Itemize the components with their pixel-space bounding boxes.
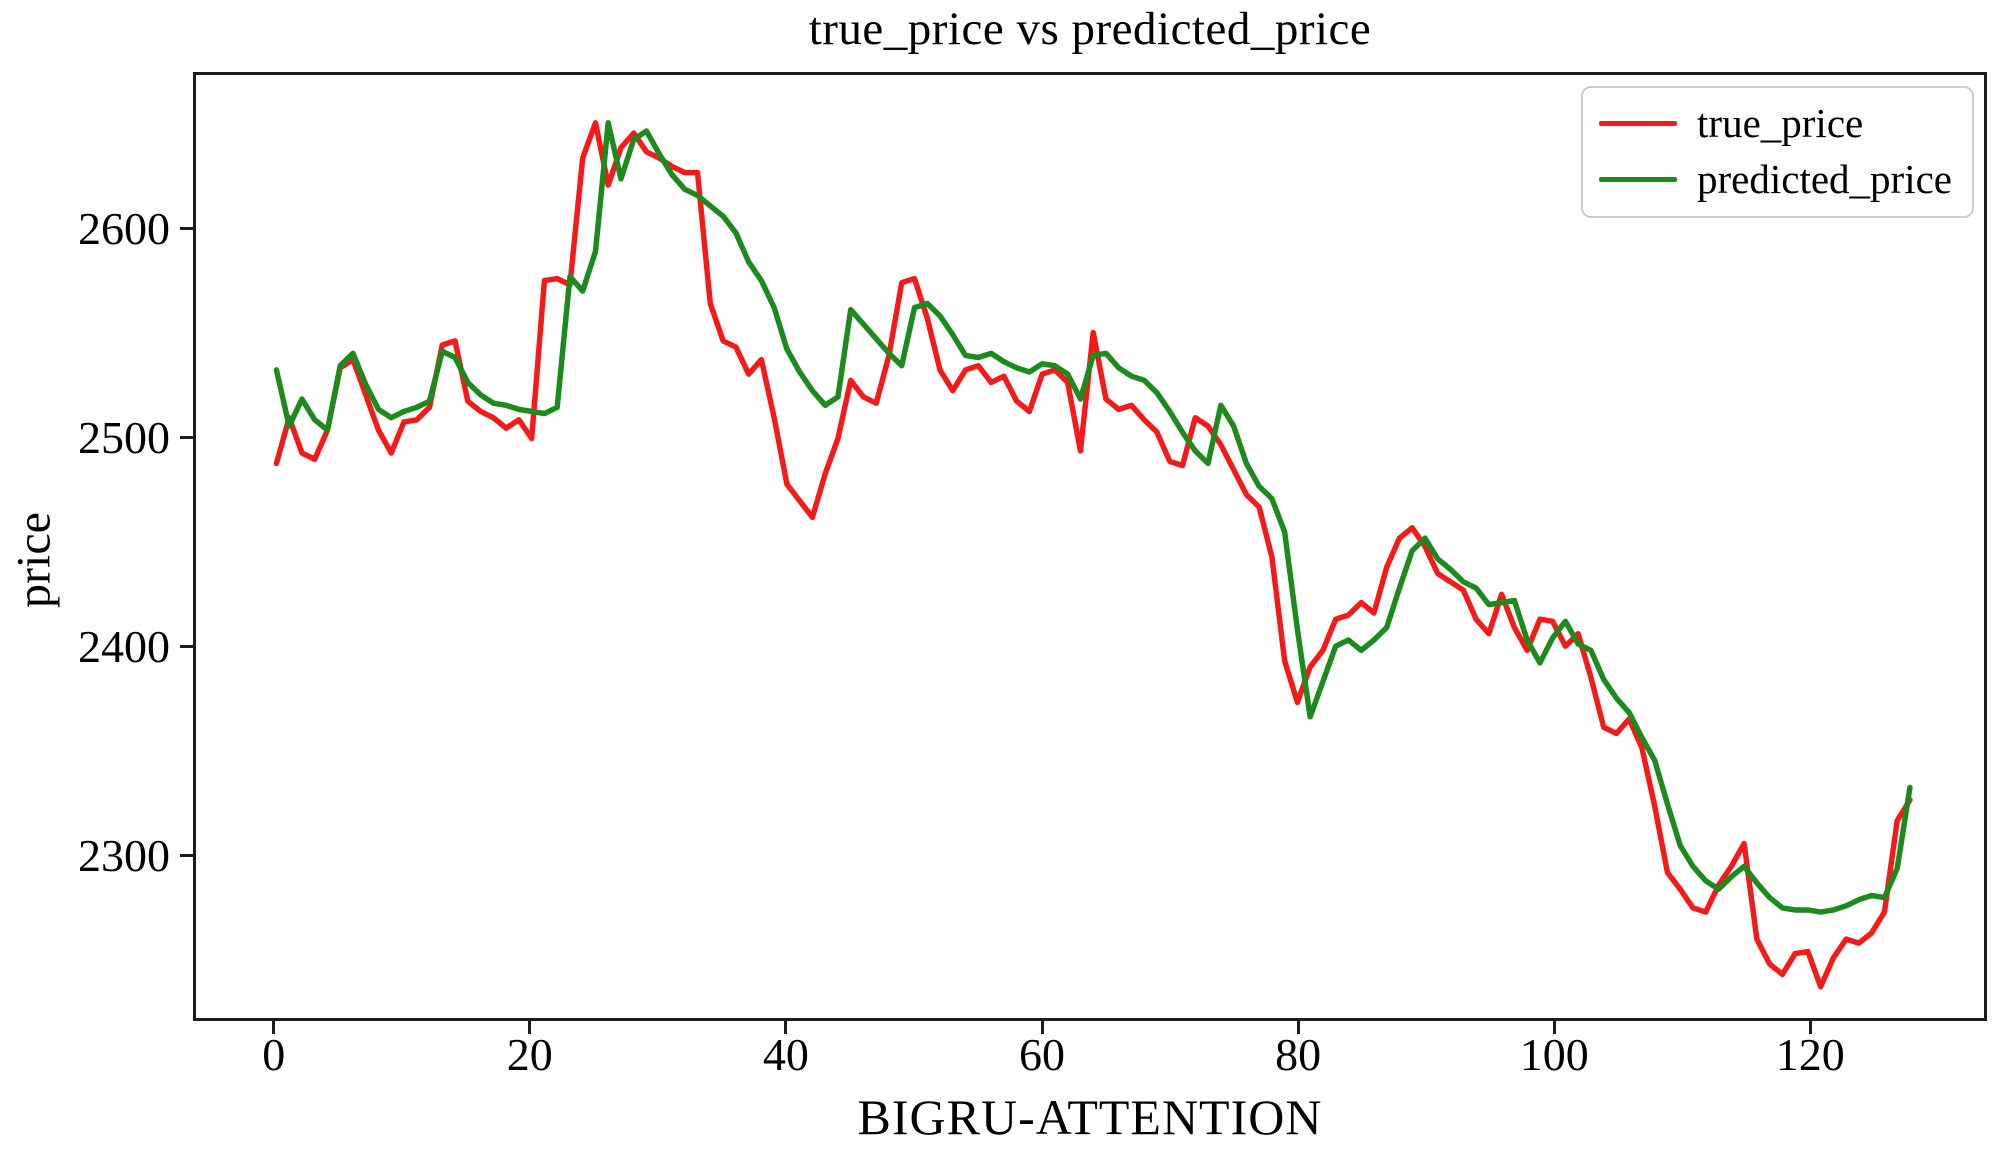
x-tick-label: 100	[1519, 1029, 1589, 1080]
y-tick-mark	[180, 436, 193, 440]
x-tick-label: 120	[1775, 1029, 1845, 1080]
chart-title: true_price vs predicted_price	[808, 3, 1372, 55]
true-price-swatch	[1599, 120, 1678, 126]
predicted-price-swatch	[1599, 176, 1678, 182]
series-canvas	[273, 120, 1913, 990]
legend-item-predicted-price: predicted_price	[1599, 154, 1952, 204]
x-tick-mark	[272, 1021, 276, 1034]
legend-item-true-price: true_price	[1599, 98, 1952, 148]
legend: true_price predicted_price	[1581, 86, 1974, 218]
y-tick-label: 2500	[78, 411, 170, 463]
x-tick-label: 60	[1019, 1029, 1065, 1080]
x-tick-label: 20	[506, 1029, 553, 1080]
x-tick-label: 0	[262, 1029, 286, 1080]
y-tick-label: 2300	[78, 829, 170, 881]
x-axis-label: BIGRU-ATTENTION	[857, 1089, 1323, 1145]
y-axis-label: price	[7, 512, 61, 608]
true_price-line	[273, 120, 1913, 990]
legend-label-true-price: true_price	[1697, 100, 1864, 146]
x-tick-mark	[1296, 1021, 1300, 1034]
y-tick-mark	[180, 645, 193, 649]
x-tick-mark	[1808, 1021, 1812, 1034]
x-tick-mark	[1040, 1021, 1044, 1034]
y-tick-mark	[180, 227, 193, 231]
y-tick-label: 2400	[78, 620, 170, 672]
y-tick-label: 2600	[78, 202, 170, 254]
x-tick-label: 80	[1275, 1029, 1322, 1080]
x-tick-mark	[528, 1021, 532, 1034]
x-tick-mark	[784, 1021, 788, 1034]
predicted_price-line	[273, 120, 1913, 915]
x-tick-label: 40	[762, 1029, 809, 1080]
x-tick-mark	[1552, 1021, 1556, 1034]
legend-label-predicted-price: predicted_price	[1697, 156, 1952, 202]
plot-area: true_price predicted_price	[193, 72, 1987, 1021]
y-tick-mark	[180, 854, 193, 858]
